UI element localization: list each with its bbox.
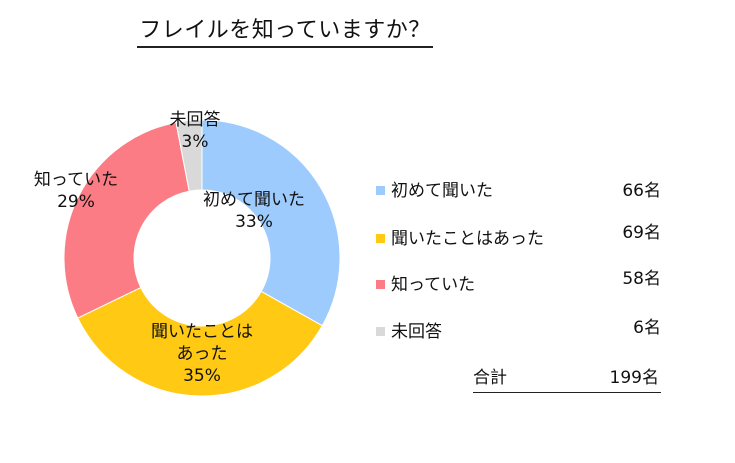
chart-title: フレイルを知っていますか？ [0, 18, 570, 49]
legend-swatch-blue [376, 186, 385, 195]
label-no-answer-line-2: 3% [182, 132, 209, 152]
chart-title-text: フレイルを知っていますか？ [137, 18, 433, 49]
total-value: 199名 [609, 368, 659, 388]
legend-label: 初めて聞いた [391, 181, 493, 201]
legend-swatch-gray [376, 327, 385, 336]
legend-count: 58名 [622, 269, 661, 289]
label-first-time-line-1: 初めて聞いた [203, 190, 305, 210]
legend-swatch-red [376, 280, 385, 289]
label-knew-line-1: 知っていた [34, 170, 118, 190]
slice-no-answer [175, 119, 203, 192]
total-row: 合計 199名 [473, 366, 661, 393]
label-heard-before-line-3: 35% [183, 366, 221, 386]
legend-count: 66名 [622, 181, 661, 201]
legend-item-first-time: 初めて聞いた 66名 [376, 178, 661, 204]
legend-item-no-answer: 未回答 6名 [376, 318, 661, 345]
label-heard-before-line-2: あった [177, 344, 228, 364]
label-heard-before-line-1: 聞いたことは [151, 322, 253, 342]
slice-heard-before [77, 286, 323, 397]
label-no-answer-line-1: 未回答 [170, 110, 221, 130]
slice-first-time [201, 119, 341, 327]
donut-slices [63, 119, 341, 397]
legend-label: 知っていた [391, 275, 476, 295]
legend-item-heard-before: 聞いたことはあった 69名 [376, 223, 661, 252]
legend-swatch-yellow [376, 234, 385, 243]
label-first-time-line-2: 33% [235, 212, 273, 232]
legend-item-knew: 知っていた 58名 [376, 269, 661, 298]
legend-label: 聞いたことはあった [391, 229, 544, 249]
label-knew-line-2: 29% [57, 192, 95, 212]
slice-knew [63, 121, 190, 319]
legend-count: 6名 [633, 318, 661, 338]
total-label: 合計 [473, 368, 507, 388]
legend-label: 未回答 [391, 322, 442, 342]
legend-count: 69名 [622, 223, 661, 243]
